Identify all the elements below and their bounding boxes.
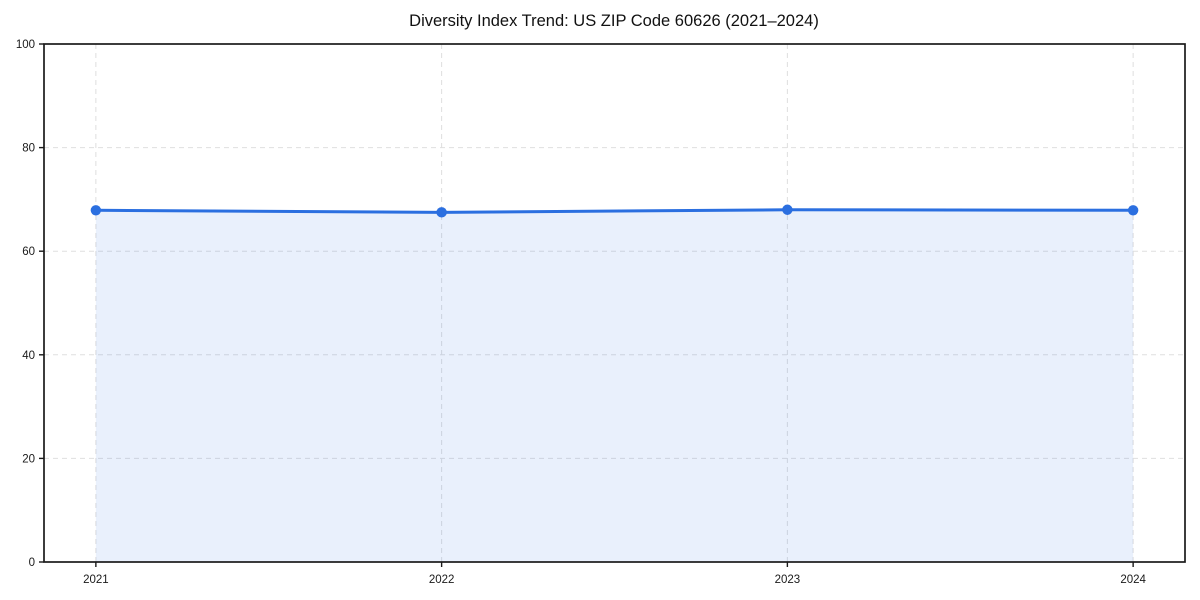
y-tick-label: 40	[22, 350, 35, 362]
y-tick-label: 20	[22, 453, 35, 465]
data-point	[1127, 205, 1139, 216]
y-tick-label: 60	[22, 246, 35, 258]
x-tick-label: 2022	[429, 574, 455, 586]
y-tick-label: 80	[22, 143, 35, 155]
x-tick-label: 2023	[775, 574, 801, 586]
x-tick-label: 2024	[1120, 574, 1146, 586]
y-tick-label: 0	[29, 557, 35, 569]
trend-line	[94, 208, 1135, 214]
area-fill	[95, 209, 1134, 562]
data-point	[436, 207, 447, 218]
plot-border	[43, 43, 1186, 563]
x-tick-label: 2021	[83, 574, 109, 586]
chart-title: Diversity Index Trend: US ZIP Code 60626…	[409, 12, 819, 30]
y-tick-label: 100	[16, 39, 35, 51]
data-point	[90, 205, 102, 216]
data-point	[782, 204, 793, 215]
